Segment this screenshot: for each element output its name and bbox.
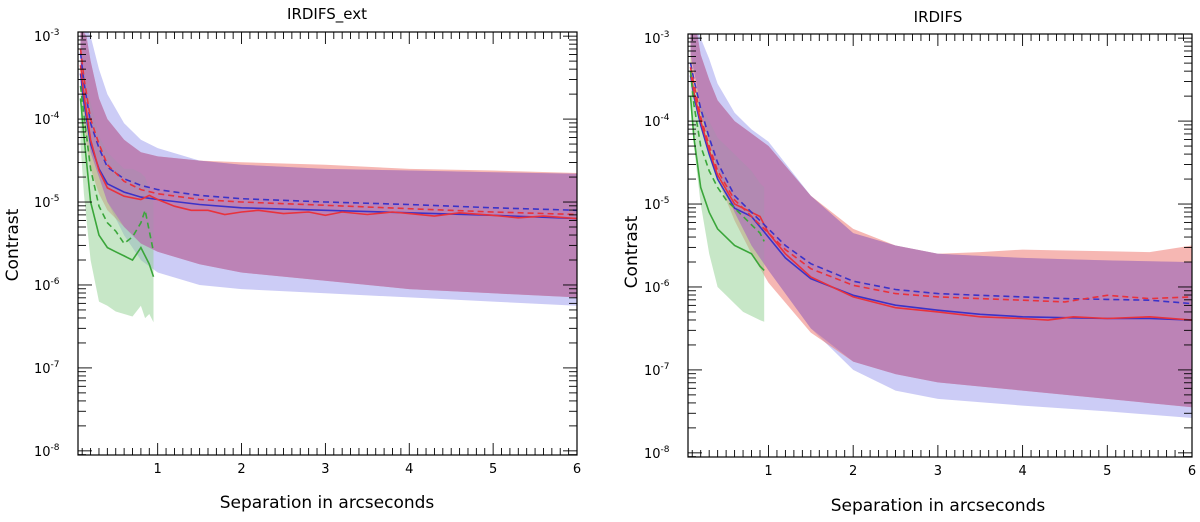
axis-ticks: 1 2 3 4 5 610-310-410-510-610-710-8 [34, 28, 581, 477]
y-tick-base: 10 [644, 447, 661, 462]
x-tick-label: 1 [154, 462, 162, 477]
y-tick-base: 10 [644, 364, 661, 379]
y-tick-exponent: -6 [51, 277, 60, 287]
series-lines [689, 62, 1192, 321]
y-tick-base: 10 [34, 279, 51, 294]
y-tick-base: 10 [644, 32, 661, 47]
series-green-dashed [79, 85, 155, 252]
series-green-solid [79, 98, 155, 277]
y-tick-label: 10-3 [34, 28, 60, 45]
series-blue-dashed [689, 62, 1192, 305]
x-axis-label: Separation in arcseconds [220, 493, 435, 513]
plot-frame [687, 33, 1193, 458]
y-tick-exponent: -7 [661, 362, 670, 372]
axis-ticks: 1 2 3 4 5 610-310-410-510-610-710-8 [644, 30, 1196, 479]
y-tick-exponent: -3 [661, 30, 670, 40]
y-tick-base: 10 [34, 445, 51, 460]
series-red-dashed [79, 48, 577, 216]
x-axis-label: Separation in arcseconds [831, 496, 1046, 516]
y-tick-exponent: -3 [51, 28, 60, 38]
chart-title: IRDIFS_ext [287, 5, 367, 24]
y-tick-label: 10-5 [644, 196, 670, 213]
y-tick-label: 10-7 [34, 360, 60, 377]
x-tick-label: 3 [934, 464, 942, 479]
y-tick-exponent: -5 [661, 196, 670, 206]
x-tick-label: 1 [764, 464, 772, 479]
y-tick-base: 10 [644, 281, 661, 296]
series-blue-dashed [79, 52, 577, 212]
x-tick-label: 3 [321, 462, 329, 477]
plot-area: 1 2 3 4 5 610-310-410-510-610-710-8 [644, 30, 1196, 479]
chart-panel-irdifs: IRDIFS Separation in arcseconds Contrast… [622, 8, 1196, 516]
series-red-dashed [689, 67, 1192, 303]
y-tick-exponent: -8 [51, 443, 60, 453]
series-red-solid [79, 65, 577, 220]
y-tick-label: 10-7 [644, 362, 670, 379]
y-axis-label: Contrast [622, 215, 642, 288]
y-tick-label: 10-5 [34, 194, 60, 211]
y-tick-exponent: -4 [661, 113, 670, 123]
x-tick-label: 5 [1103, 464, 1111, 479]
series-lines [79, 48, 577, 277]
confidence-bands [80, 32, 577, 323]
overlap-band [690, 34, 1192, 408]
y-tick-label: 10-8 [34, 443, 60, 460]
y-tick-label: 10-3 [644, 30, 670, 47]
chart-title: IRDIFS [914, 8, 963, 26]
y-tick-base: 10 [34, 196, 51, 211]
y-tick-base: 10 [34, 362, 51, 377]
y-tick-base: 10 [34, 113, 51, 128]
overlap-band [80, 32, 577, 298]
y-tick-exponent: -8 [661, 445, 670, 455]
x-tick-label: 4 [405, 462, 413, 477]
chart-panel-irdifs-ext: IRDIFS_ext Separation in arcseconds Cont… [3, 5, 581, 513]
x-tick-label: 2 [849, 464, 857, 479]
x-tick-label: 2 [237, 462, 245, 477]
y-tick-exponent: -4 [51, 111, 60, 121]
y-tick-exponent: -5 [51, 194, 60, 204]
y-tick-base: 10 [644, 198, 661, 213]
series-green-dashed [689, 71, 765, 242]
x-tick-label: 5 [489, 462, 497, 477]
x-tick-label: 6 [1188, 464, 1196, 479]
y-tick-base: 10 [34, 30, 51, 45]
x-tick-label: 6 [573, 462, 581, 477]
y-tick-label: 10-4 [34, 111, 60, 128]
y-tick-exponent: -7 [51, 360, 60, 370]
plot-frame [77, 31, 578, 456]
y-tick-label: 10-6 [34, 277, 60, 294]
confidence-bands [690, 34, 1192, 418]
y-tick-label: 10-4 [644, 113, 670, 130]
y-tick-exponent: -6 [661, 279, 670, 289]
y-tick-base: 10 [644, 115, 661, 130]
y-tick-label: 10-6 [644, 279, 670, 296]
y-axis-label: Contrast [3, 208, 23, 281]
series-red-solid [689, 71, 1192, 321]
y-tick-label: 10-8 [644, 445, 670, 462]
x-tick-label: 4 [1018, 464, 1026, 479]
plot-area: 1 2 3 4 5 610-310-410-510-610-710-8 [34, 28, 581, 477]
series-green-solid [689, 96, 765, 271]
